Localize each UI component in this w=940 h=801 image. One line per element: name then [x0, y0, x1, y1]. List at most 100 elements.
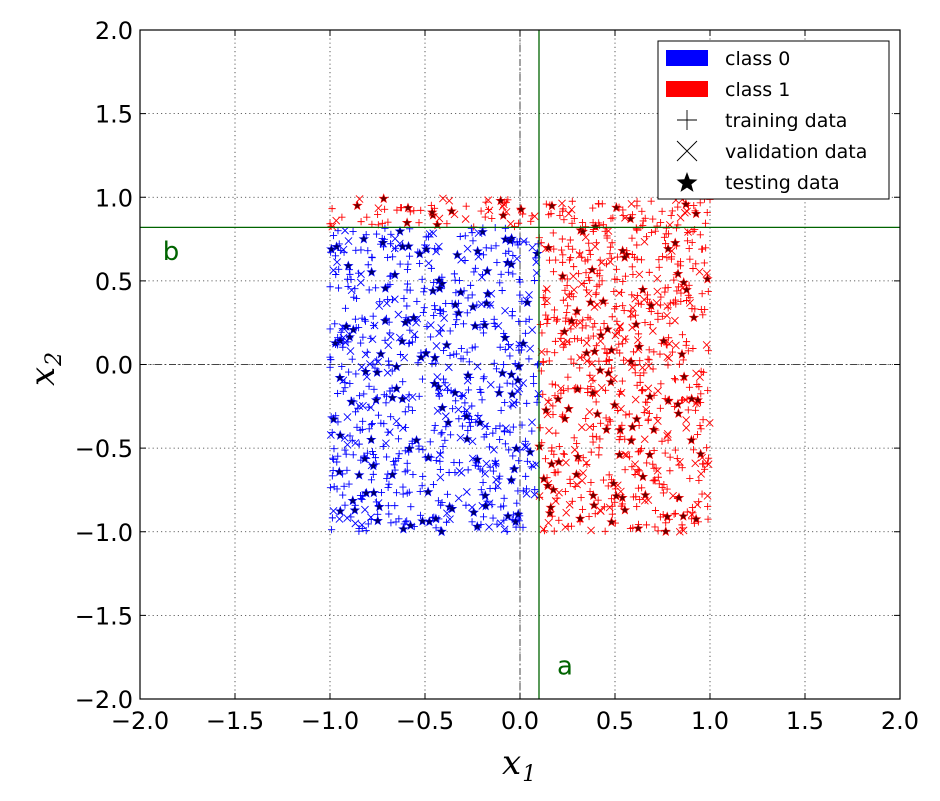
validation-point [675, 457, 684, 466]
y-axis-label-main: x [23, 367, 63, 386]
training-point [543, 348, 551, 356]
training-point [640, 369, 648, 377]
training-point [641, 318, 649, 327]
validation-point [374, 204, 383, 213]
training-point [349, 227, 357, 236]
validation-point [485, 523, 493, 531]
validation-point [366, 403, 375, 412]
training-point [405, 488, 413, 496]
testing-point [493, 387, 505, 398]
training-point [438, 498, 446, 507]
training-point [345, 480, 353, 488]
training-point [676, 262, 685, 270]
training-point [644, 355, 652, 363]
validation-point [638, 363, 647, 372]
legend-item-validation-data: validation data [676, 140, 867, 163]
validation-point [653, 466, 662, 475]
testing-point [670, 237, 681, 248]
validation-point [443, 509, 451, 518]
validation-point [426, 321, 435, 329]
training-point [369, 470, 377, 478]
training-point [592, 398, 600, 406]
testing-point [502, 510, 514, 521]
validation-point [596, 506, 605, 515]
training-point [668, 207, 676, 215]
testing-point [328, 413, 339, 424]
validation-point [440, 314, 449, 322]
decision-lines [140, 30, 900, 699]
training-point [458, 422, 467, 430]
training-point [636, 495, 644, 504]
validation-point [582, 339, 591, 347]
testing-point [498, 210, 509, 220]
testing-point [590, 221, 601, 232]
training-point [573, 335, 581, 343]
testing-point [341, 321, 352, 331]
testing-point [400, 317, 411, 328]
training-point [658, 207, 666, 215]
validation-point [683, 207, 691, 216]
training-point [492, 365, 501, 373]
testing-point [391, 383, 402, 394]
training-point [489, 429, 497, 437]
training-point [607, 214, 615, 223]
training-point [584, 274, 593, 282]
training-point [326, 363, 334, 371]
training-point [660, 233, 669, 241]
testing-point [330, 337, 341, 348]
training-point [373, 210, 382, 219]
training-point [609, 214, 617, 222]
testing-point [371, 367, 383, 377]
training-point [559, 258, 567, 266]
validation-point [333, 258, 341, 267]
training-point [465, 358, 473, 366]
testing-point [441, 339, 453, 350]
training-point [479, 375, 487, 383]
training-point [468, 518, 476, 526]
validation-point [564, 292, 572, 301]
training-point [464, 294, 472, 302]
x-tick-label: −2.0 [111, 707, 169, 735]
validation-point [562, 458, 570, 467]
validation-point [489, 445, 498, 454]
training-point [372, 230, 381, 238]
training-point [409, 470, 417, 479]
training-point [650, 348, 658, 356]
testing-point [430, 513, 442, 524]
training-point [430, 279, 438, 287]
training-point [381, 224, 389, 232]
testing-point [619, 504, 631, 515]
training-point [663, 254, 671, 262]
validation-point [473, 362, 482, 371]
training-point [372, 498, 381, 506]
training-point [661, 240, 670, 248]
training-point [346, 270, 354, 278]
training-point [637, 256, 646, 264]
training-point [696, 199, 704, 207]
training-point [413, 297, 421, 306]
training-point [646, 321, 654, 329]
testing-point [606, 344, 617, 355]
validation-point [575, 251, 584, 259]
training-point [587, 448, 595, 456]
training-point [606, 243, 615, 251]
training-point [386, 272, 394, 280]
testing-point [443, 417, 454, 428]
training-point [589, 422, 598, 431]
training-point [496, 279, 504, 287]
training-point [327, 526, 336, 534]
validation-point [663, 311, 671, 320]
training-point [671, 509, 680, 517]
training-point [654, 527, 662, 535]
legend-label: testing data [725, 172, 840, 194]
validation-point [375, 301, 384, 310]
testing-point [469, 320, 481, 331]
testing-point [538, 473, 549, 484]
validation-point [577, 423, 586, 432]
training-point [549, 402, 557, 410]
training-point [457, 392, 465, 401]
training-point [661, 449, 669, 457]
training-point [568, 219, 576, 227]
training-point [399, 490, 407, 498]
validation-point [424, 259, 433, 268]
